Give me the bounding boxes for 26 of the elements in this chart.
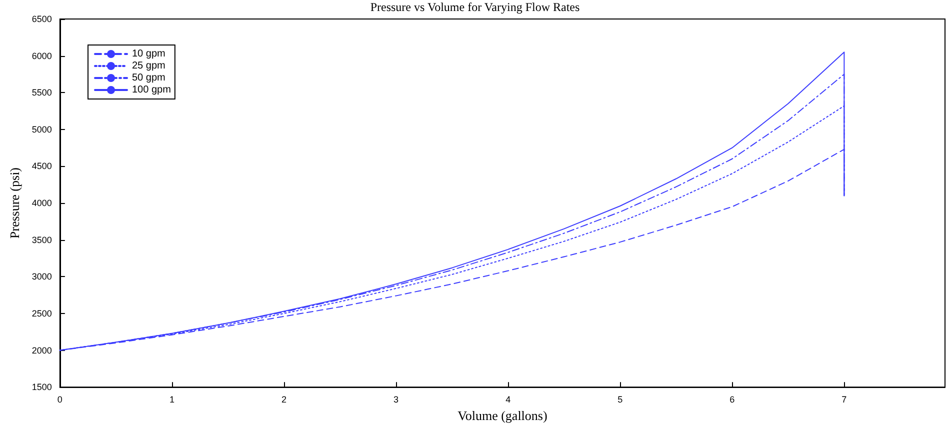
y-tick-label: 1500 — [32, 382, 52, 392]
y-tick-label: 3500 — [32, 234, 52, 245]
x-tick-label: 5 — [618, 394, 623, 405]
x-tick-label: 2 — [281, 394, 286, 405]
chart-title: Pressure vs Volume for Varying Flow Rates — [370, 0, 580, 14]
legend-label: 25 gpm — [132, 60, 166, 72]
legend-label: 10 gpm — [132, 48, 166, 60]
x-tick-label: 1 — [169, 394, 174, 405]
x-tick-label: 7 — [842, 394, 847, 405]
y-tick-label: 5000 — [32, 124, 52, 134]
legend-label: 100 gpm — [132, 84, 171, 96]
y-tick-label: 2500 — [32, 308, 52, 318]
legend-label: 50 gpm — [132, 72, 166, 84]
y-tick-label: 3000 — [32, 272, 52, 282]
x-tick-label: 3 — [394, 394, 399, 405]
y-tick-label: 4500 — [32, 161, 52, 172]
y-tick-label: 6000 — [32, 50, 52, 61]
x-tick-label: 6 — [730, 394, 735, 405]
y-tick-label: 6500 — [32, 14, 52, 24]
y-axis-title: Pressure (psi) — [7, 167, 22, 239]
x-tick-label: 0 — [57, 394, 62, 405]
x-axis-title: Volume (gallons) — [458, 408, 548, 423]
x-tick-label: 4 — [506, 394, 511, 405]
y-tick-label: 2000 — [32, 345, 52, 356]
y-tick-label: 5500 — [32, 88, 52, 98]
y-tick-label: 4000 — [32, 198, 52, 208]
